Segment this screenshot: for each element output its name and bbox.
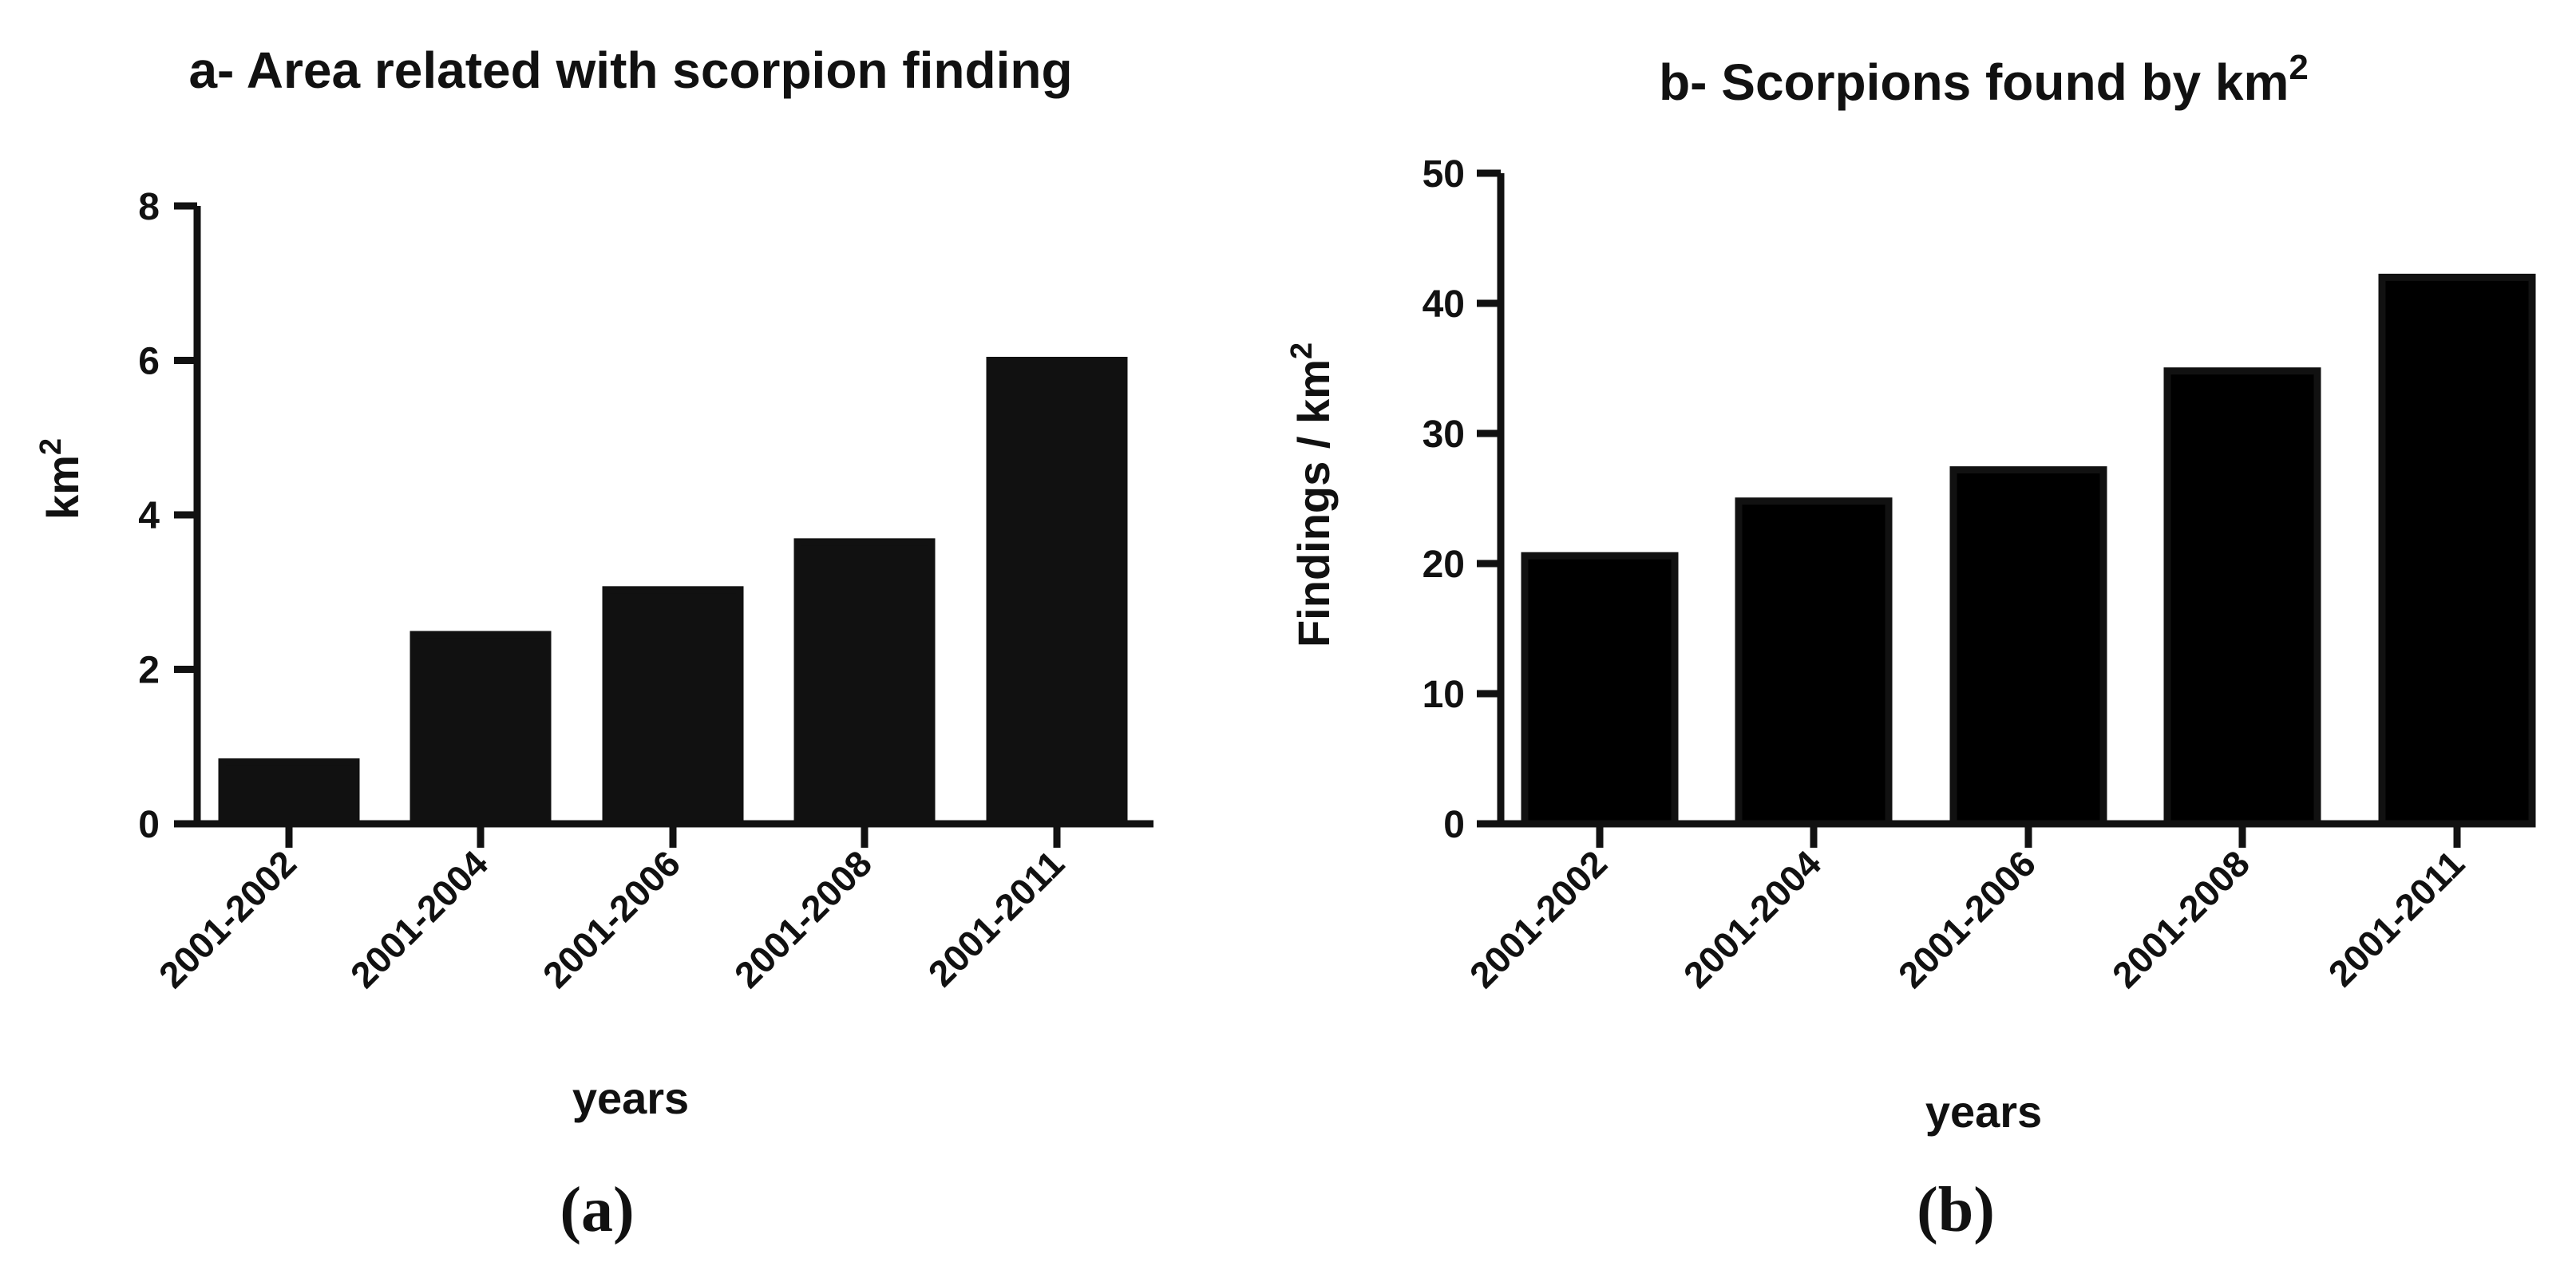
x-tick-label: 2001-2011 (2321, 842, 2473, 995)
y-ticks-b: 0 10 20 30 40 50 (1423, 153, 1501, 846)
chart-panel-b: b- Scorpions found by km2 Findings / km2… (1285, 48, 2536, 1245)
y-tick-label: 20 (1423, 544, 1465, 586)
bar-5 (986, 357, 1128, 828)
y-tick-label: 50 (1423, 153, 1465, 196)
bar-2 (410, 631, 552, 828)
panel-label-a: (a) (560, 1175, 634, 1245)
y-tick-label: 10 (1423, 674, 1465, 716)
x-axis-label-b: years (1925, 1086, 2042, 1137)
bar-4 (2163, 367, 2321, 828)
bar-4 (793, 538, 936, 828)
y-tick-label: 4 (138, 495, 160, 537)
x-tick-label: 2001-2002 (1462, 842, 1615, 995)
bar-2 (1735, 497, 1893, 828)
x-tick-label: 2001-2006 (1890, 842, 2044, 995)
x-axis-label-a: years (572, 1073, 689, 1123)
axes-a (193, 206, 1153, 828)
bars-group-b (1521, 273, 2536, 828)
y-tick-label: 0 (1443, 804, 1465, 846)
y-axis-label-a: km2 (34, 438, 88, 520)
x-ticks-a: 2001-2002 2001-2004 2001-2006 2001-2008 2001… (151, 824, 1072, 996)
chart-title-b: b- Scorpions found by km2 (1659, 48, 2309, 111)
x-tick-label: 2001-2011 (920, 842, 1073, 995)
x-tick-label: 2001-2004 (1676, 842, 1830, 996)
y-tick-label: 6 (138, 341, 160, 383)
bar-1 (1521, 552, 1679, 828)
x-tick-label: 2001-2008 (726, 842, 880, 995)
x-tick-label: 2001-2002 (151, 842, 304, 995)
bar-5 (2378, 273, 2536, 828)
panel-label-b: (b) (1917, 1175, 1995, 1245)
y-tick-label: 8 (138, 186, 160, 228)
y-tick-label: 40 (1423, 283, 1465, 326)
bars-group-a (218, 357, 1128, 828)
x-tick-label: 2001-2004 (342, 842, 497, 996)
bar-3 (1949, 466, 2107, 828)
y-tick-label: 0 (138, 804, 160, 846)
bar-3 (602, 586, 744, 828)
axes-b (1497, 173, 2530, 828)
y-axis-label-b: Findings / km2 (1285, 342, 1339, 647)
bar-1 (218, 758, 360, 828)
x-tick-label: 2001-2006 (535, 842, 688, 995)
x-tick-label: 2001-2008 (2104, 842, 2257, 995)
chart-panel-a: a- Area related with scorpion finding km… (34, 42, 1153, 1245)
y-tick-label: 30 (1423, 413, 1465, 456)
y-ticks-a: 0 2 4 6 8 (138, 186, 197, 846)
y-tick-label: 2 (138, 650, 160, 692)
chart-title-a: a- Area related with scorpion finding (188, 42, 1072, 99)
x-ticks-b: 2001-2002 2001-2004 2001-2006 2001-2008 2001… (1462, 824, 2472, 996)
